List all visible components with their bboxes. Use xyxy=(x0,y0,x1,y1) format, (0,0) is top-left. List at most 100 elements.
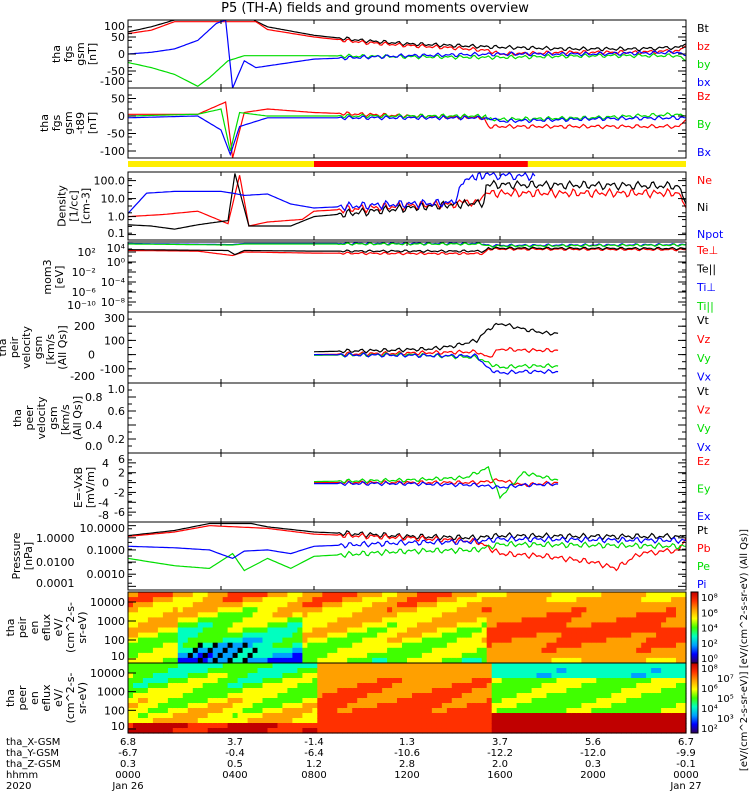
spectrogram-cell xyxy=(671,678,677,684)
spectrogram-cell xyxy=(496,627,503,634)
spectrogram-cell xyxy=(646,663,652,669)
spectrogram-cell xyxy=(172,627,179,634)
spectrogram-cell xyxy=(337,657,343,664)
spectrogram-cell xyxy=(257,642,264,649)
spectrogram-cell xyxy=(152,698,159,704)
spectrogram-cell xyxy=(641,673,647,679)
spectrogram-cell xyxy=(606,713,612,719)
spectrogram-cell xyxy=(431,698,438,704)
spectrogram-cell xyxy=(277,693,284,699)
spectrogram-cell xyxy=(426,632,433,639)
spectrogram-cell xyxy=(302,647,308,654)
spectrogram-cell xyxy=(327,632,333,639)
spectrogram-cell xyxy=(626,607,632,613)
spectrogram-cell xyxy=(197,683,204,689)
spectrogram-cell xyxy=(177,713,184,719)
spectrogram-cell xyxy=(307,713,313,719)
spectrogram-cell xyxy=(322,698,328,704)
spectrogram-cell xyxy=(606,627,612,634)
spectrogram-cell xyxy=(636,713,642,719)
spectrogram-cell xyxy=(551,693,558,699)
spectrogram-cell xyxy=(566,693,572,699)
spectrogram-cell xyxy=(177,607,184,613)
spectrogram-cell xyxy=(611,663,617,669)
spectrogram-cell xyxy=(496,642,503,649)
spectrogram-cell xyxy=(586,637,592,644)
spectrogram-cell xyxy=(441,663,448,669)
spectrogram-cell xyxy=(412,612,418,618)
spectrogram-cell xyxy=(407,693,413,699)
spectrogram-cell xyxy=(661,607,667,613)
spectrogram-cell xyxy=(297,693,303,699)
spectrogram-cell xyxy=(342,597,348,603)
y-axis-label: en xyxy=(28,691,41,705)
spectrogram-cell xyxy=(237,708,244,714)
spectrogram-cell xyxy=(656,713,662,719)
spectrogram-cell xyxy=(317,668,323,674)
spectrogram-cell xyxy=(616,693,622,699)
spectrogram-cell xyxy=(421,647,428,654)
spectrogram-cell xyxy=(187,723,194,729)
y-axis-label: velocity xyxy=(20,326,33,369)
spectrogram-cell xyxy=(486,657,493,664)
spectrogram-cell xyxy=(377,652,383,659)
spectrogram-cell xyxy=(277,703,284,709)
spectrogram-cell xyxy=(382,612,388,618)
spectrogram-cell xyxy=(531,642,538,649)
spectrogram-cell xyxy=(167,663,174,669)
spectrogram-cell xyxy=(417,592,423,598)
spectrogram-cell xyxy=(252,673,259,679)
spectrogram-cell xyxy=(646,602,652,608)
spectrogram-cell xyxy=(242,657,249,664)
spectrogram-cell xyxy=(546,612,553,618)
spectrogram-cell xyxy=(247,703,254,709)
spectrogram-cell xyxy=(436,683,443,689)
spectrogram-cell xyxy=(481,688,488,694)
spectrogram-cell xyxy=(297,647,303,654)
spectrogram-cell xyxy=(302,607,308,613)
y-tick-label: 10000 xyxy=(90,596,125,609)
spectrogram-cell xyxy=(412,637,418,644)
spectrogram-cell xyxy=(152,683,159,689)
spectrogram-cell xyxy=(322,703,328,709)
spectrogram-cell xyxy=(232,698,239,704)
spectrogram-cell xyxy=(172,668,179,674)
spectrogram-cell xyxy=(197,632,204,639)
spectrogram-cell xyxy=(436,698,443,704)
spectrogram-cell xyxy=(292,728,298,734)
spectrogram-cell xyxy=(636,607,642,613)
spectrogram-cell xyxy=(521,627,528,634)
spectrogram-cell xyxy=(382,683,388,689)
spectrogram-cell xyxy=(476,703,483,709)
spectrogram-cell xyxy=(561,632,567,639)
spectrogram-cell xyxy=(332,678,338,684)
spectrogram-cell xyxy=(332,647,338,654)
spectrogram-cell xyxy=(217,663,224,669)
spectrogram-cell xyxy=(621,698,627,704)
spectrogram-cell xyxy=(177,652,184,659)
spectrogram-cell xyxy=(202,647,209,654)
spectrogram-cell xyxy=(666,657,672,664)
spectrogram-cell xyxy=(242,723,249,729)
spectrogram-cell xyxy=(337,718,343,724)
spectrogram-cell xyxy=(402,607,408,613)
spectrogram-cell xyxy=(247,723,254,729)
spectrogram-cell xyxy=(551,642,558,649)
spectrogram-cell xyxy=(157,647,164,654)
spectrogram-cell xyxy=(197,713,204,719)
spectrogram-cell xyxy=(546,663,553,669)
colorbar-tick-label: 10⁸ xyxy=(701,664,718,675)
spectrogram-cell xyxy=(367,652,373,659)
spectrogram-cell xyxy=(352,678,358,684)
spectrogram-cell xyxy=(417,693,423,699)
spectrogram-cell xyxy=(641,642,647,649)
spectrogram-cell xyxy=(282,703,288,709)
spectrogram-cell xyxy=(631,683,637,689)
spectrogram-cell xyxy=(242,642,249,649)
spectrogram-cell xyxy=(212,688,219,694)
spectrogram-cell xyxy=(302,617,308,624)
spectrogram-cell xyxy=(202,663,209,669)
spectrogram-cell xyxy=(272,622,279,629)
spectrogram-cell xyxy=(302,718,308,724)
spectrogram-cell xyxy=(461,607,468,613)
